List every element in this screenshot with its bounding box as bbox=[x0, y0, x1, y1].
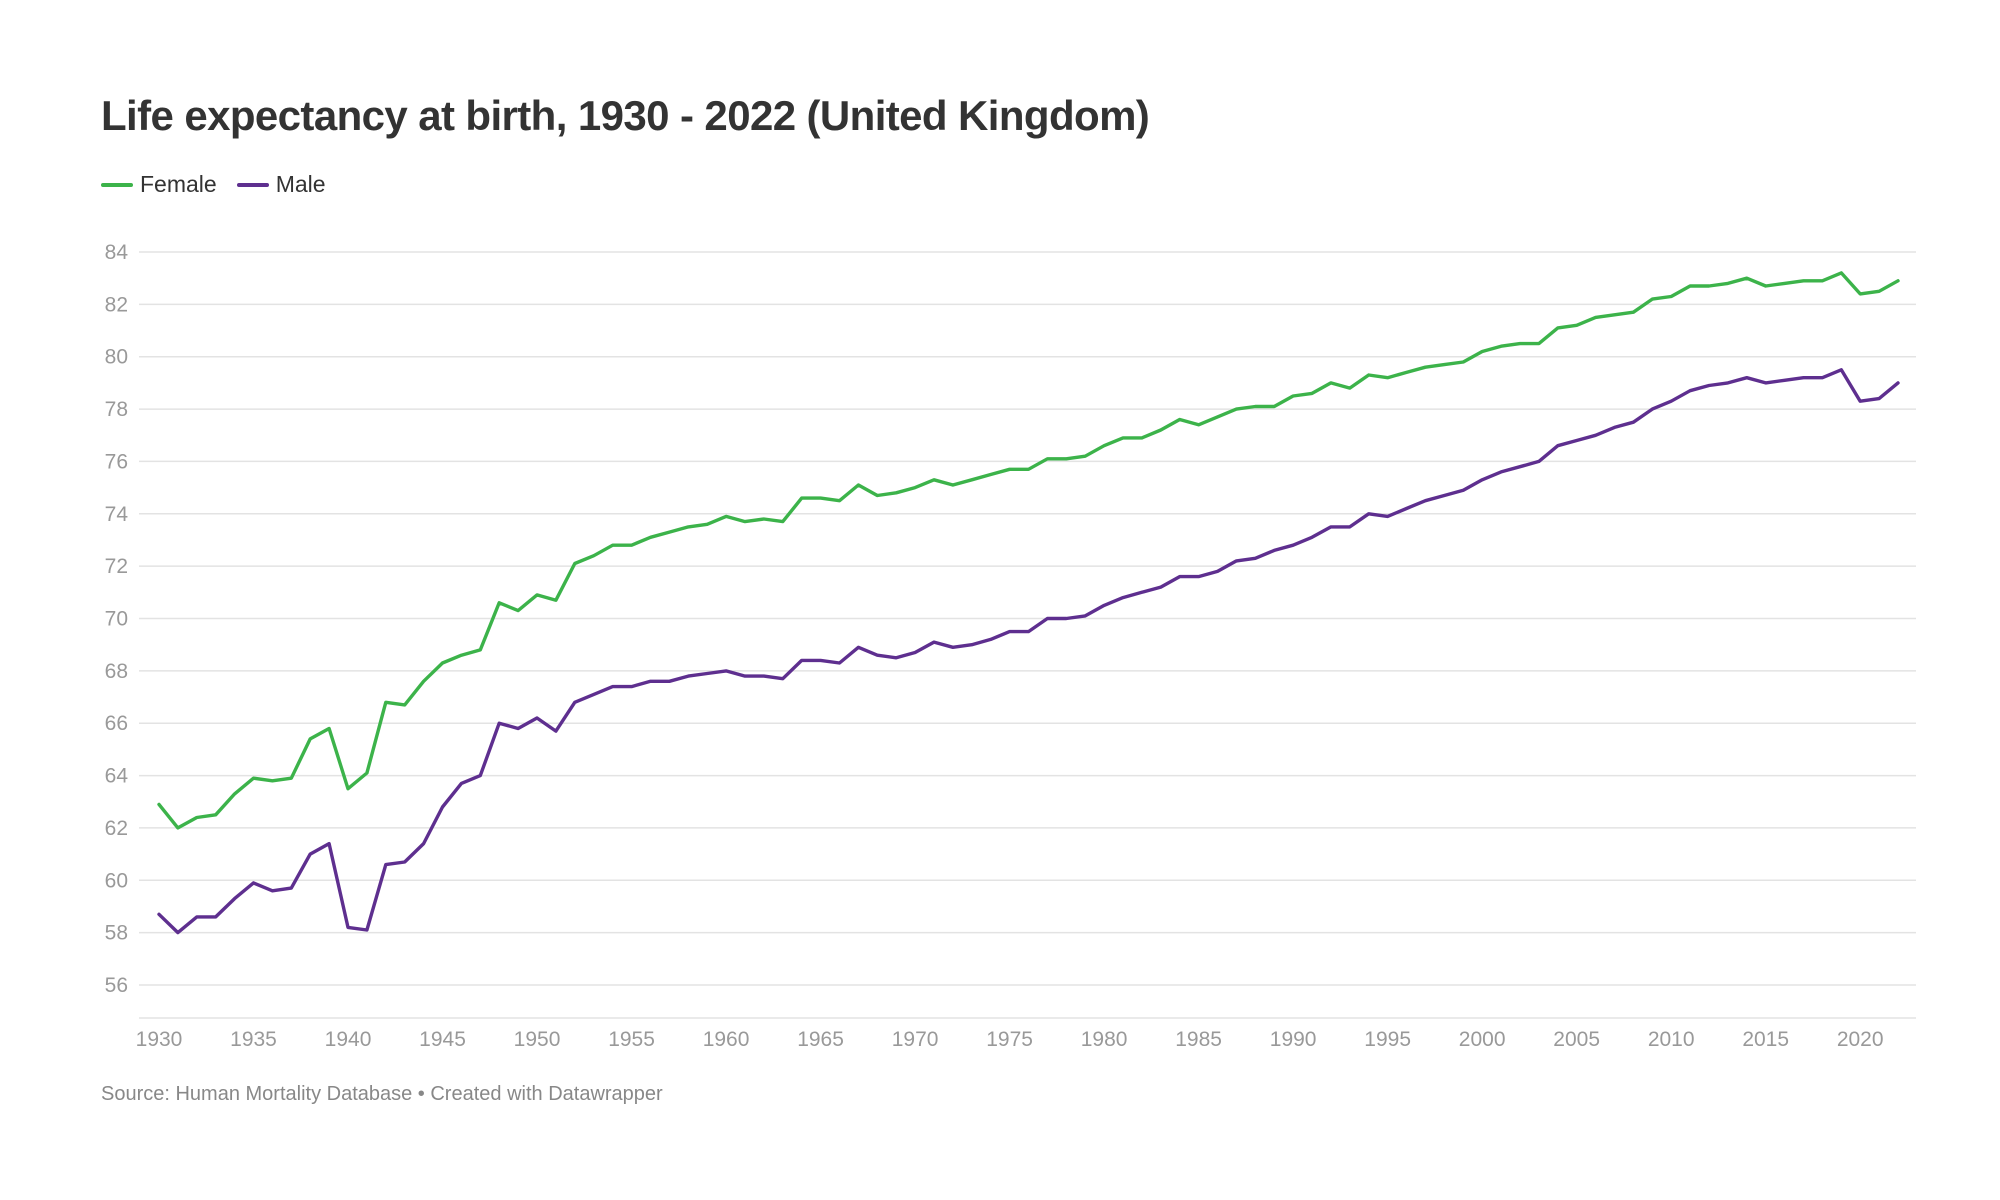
x-tick-label: 1930 bbox=[136, 1028, 183, 1051]
y-tick-label: 64 bbox=[105, 765, 129, 788]
x-tick-label: 1945 bbox=[419, 1028, 466, 1051]
x-tick-label: 2010 bbox=[1648, 1028, 1695, 1051]
x-tick-label: 1950 bbox=[514, 1028, 561, 1051]
y-tick-label: 68 bbox=[105, 660, 128, 683]
x-tick-label: 2020 bbox=[1837, 1028, 1884, 1051]
y-tick-label: 70 bbox=[105, 608, 128, 631]
chart-legend: Female Male bbox=[101, 171, 346, 198]
x-axis-ticks: 1930 1935 1940 1945 1950 1955 1960 1965 1970 1975… bbox=[136, 1028, 1884, 1051]
chart-title: Life expectancy at birth, 1930 - 2022 (U… bbox=[101, 92, 1150, 139]
grid-lines bbox=[139, 251, 1916, 1019]
legend-item-male: Male bbox=[236, 171, 326, 198]
x-tick-label: 2000 bbox=[1459, 1028, 1506, 1051]
y-tick-label: 56 bbox=[105, 974, 128, 997]
y-tick-label: 82 bbox=[105, 293, 128, 316]
y-tick-label: 80 bbox=[105, 346, 128, 369]
x-tick-label: 1995 bbox=[1364, 1028, 1411, 1051]
x-tick-label: 1975 bbox=[986, 1028, 1033, 1051]
series-line-male bbox=[157, 368, 1900, 935]
y-axis-ticks: 56 58 60 62 64 66 68 70 72 74 76 78 80 82 84 bbox=[105, 241, 129, 997]
y-tick-label: 78 bbox=[105, 398, 128, 421]
x-tick-label: 1990 bbox=[1270, 1028, 1317, 1051]
source-note: Source: Human Mortality Database • Creat… bbox=[101, 1083, 663, 1105]
y-tick-label: 66 bbox=[105, 712, 128, 735]
x-tick-label: 2005 bbox=[1553, 1028, 1600, 1051]
y-tick-label: 74 bbox=[105, 503, 129, 526]
x-tick-label: 1935 bbox=[230, 1028, 277, 1051]
x-tick-label: 2015 bbox=[1742, 1028, 1789, 1051]
y-tick-label: 72 bbox=[105, 555, 128, 578]
legend-swatch-female bbox=[101, 182, 133, 187]
x-tick-label: 1955 bbox=[608, 1028, 655, 1051]
x-tick-label: 1970 bbox=[892, 1028, 939, 1051]
series-line-female bbox=[157, 271, 1900, 830]
y-tick-label: 58 bbox=[105, 922, 128, 945]
x-tick-label: 1985 bbox=[1175, 1028, 1222, 1051]
x-tick-label: 1960 bbox=[703, 1028, 750, 1051]
y-tick-label: 84 bbox=[105, 241, 129, 264]
legend-label-female: Female bbox=[140, 171, 217, 197]
series-lines bbox=[157, 271, 1900, 935]
x-tick-label: 1940 bbox=[325, 1028, 372, 1051]
y-tick-label: 60 bbox=[105, 869, 128, 892]
x-tick-label: 1965 bbox=[797, 1028, 844, 1051]
legend-item-female: Female bbox=[101, 171, 217, 198]
legend-swatch-male bbox=[236, 182, 269, 187]
y-tick-label: 76 bbox=[105, 450, 128, 473]
x-tick-label: 1980 bbox=[1081, 1028, 1128, 1051]
y-tick-label: 62 bbox=[105, 817, 128, 840]
legend-label-male: Male bbox=[275, 171, 326, 197]
